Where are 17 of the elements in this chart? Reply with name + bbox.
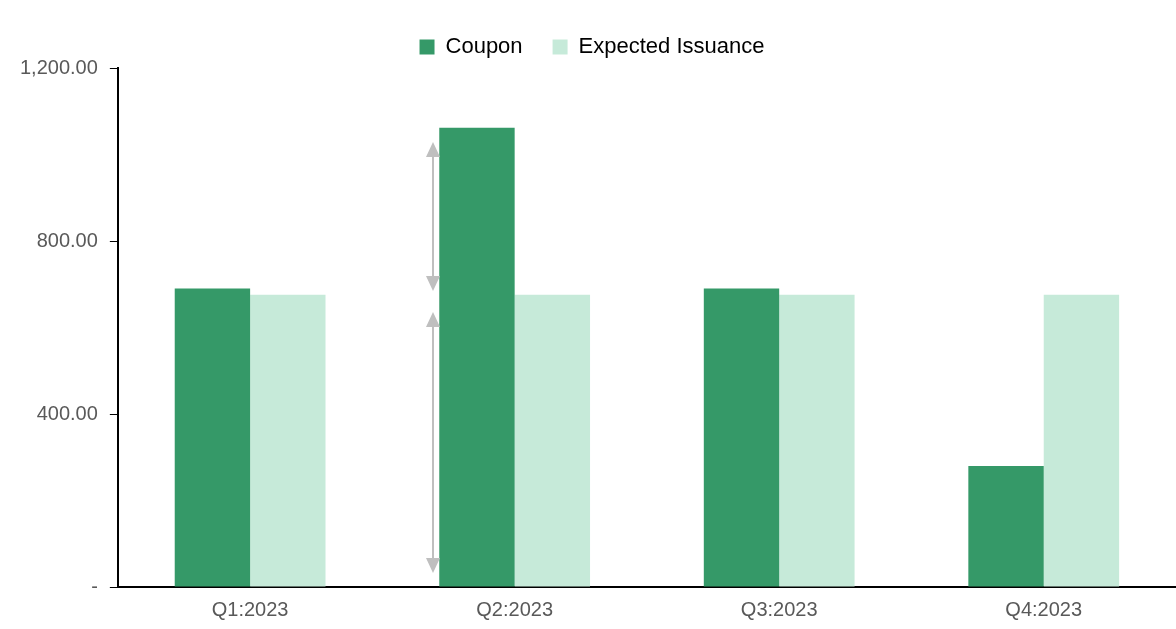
bar [1043, 294, 1120, 587]
bar [514, 294, 591, 587]
legend-label: Expected Issuance [578, 33, 765, 59]
bar [703, 288, 780, 587]
y-tick-label: 400.00 [36, 401, 98, 424]
bar [968, 465, 1044, 587]
x-tick-label: Q1:2023 [211, 597, 289, 620]
y-tick-label: 800.00 [36, 228, 98, 251]
bar [779, 294, 855, 587]
x-tick-label: Q4:2023 [1005, 597, 1083, 620]
bar [174, 288, 251, 587]
x-tick-label: Q3:2023 [740, 597, 818, 620]
bar [250, 294, 326, 587]
legend-label: Coupon [445, 33, 523, 59]
y-tick-label: - [91, 574, 98, 597]
y-tick-label: 1,200.00 [19, 55, 98, 78]
x-tick-label: Q2:2023 [476, 597, 554, 620]
